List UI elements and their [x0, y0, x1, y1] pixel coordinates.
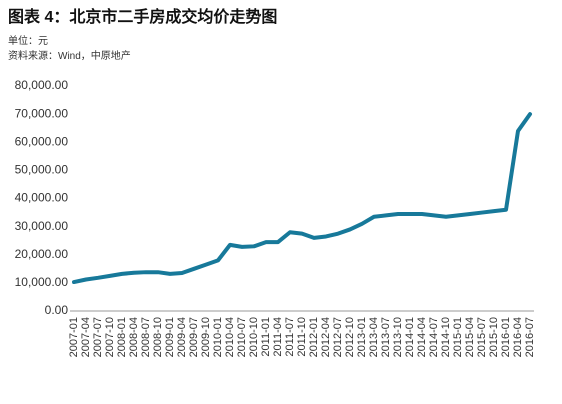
x-tick-label: 2007-10	[104, 317, 116, 357]
data-line	[72, 112, 532, 285]
x-tick-label: 2015-10	[488, 317, 500, 357]
x-tick-label: 2016-07	[524, 317, 536, 357]
x-tick-label: 2015-07	[476, 317, 488, 357]
x-tick-label: 2008-01	[116, 317, 128, 357]
x-tick-label: 2012-07	[332, 317, 344, 357]
y-tick-label: 10,000.00	[15, 275, 69, 289]
x-tick-label: 2012-01	[308, 317, 320, 357]
y-tick-label: 70,000.00	[15, 106, 69, 120]
x-tick-label: 2011-04	[272, 317, 284, 357]
x-tick-label: 2014-10	[440, 317, 452, 357]
chart-source: 资料来源：Wind，中原地产	[8, 49, 131, 62]
x-tick-label: 2010-01	[212, 317, 224, 357]
x-tick-label: 2010-04	[224, 317, 236, 357]
x-tick-label: 2013-01	[356, 317, 368, 357]
y-tick-label: 80,000.00	[15, 78, 69, 92]
x-tick-label: 2010-07	[236, 317, 248, 357]
x-tick-label: 2009-07	[188, 317, 200, 357]
x-tick-label: 2015-04	[464, 317, 476, 357]
x-tick-label: 2016-01	[500, 317, 512, 357]
x-tick-label: 2014-07	[428, 317, 440, 357]
x-tick-label: 2010-10	[248, 317, 260, 357]
x-tick-label: 2007-01	[68, 317, 80, 357]
x-tick-label: 2012-04	[320, 317, 332, 357]
x-tick-label: 2008-04	[128, 317, 140, 357]
x-tick-label: 2009-04	[176, 317, 188, 357]
x-tick-label: 2012-10	[344, 317, 356, 357]
x-tick-label: 2009-01	[164, 317, 176, 357]
x-tick-label: 2014-01	[404, 317, 416, 357]
x-tick-label: 2008-10	[152, 317, 164, 357]
y-tick-label: 60,000.00	[15, 134, 69, 148]
chart-subtitle: 单位：元	[8, 34, 48, 47]
chart-title: 图表 4：北京市二手房成交均价走势图	[8, 7, 277, 26]
x-tick-label: 2014-04	[416, 317, 428, 357]
y-tick-label: 50,000.00	[15, 163, 69, 177]
x-tick-label: 2007-07	[92, 317, 104, 357]
x-tick-label: 2016-04	[512, 317, 524, 357]
x-tick-label: 2013-04	[368, 317, 380, 357]
y-tick-label: 20,000.00	[15, 247, 69, 261]
x-tick-label: 2009-10	[200, 317, 212, 357]
y-tick-label: 30,000.00	[15, 219, 69, 233]
x-tick-label: 2007-04	[80, 317, 92, 357]
x-tick-label: 2008-07	[140, 317, 152, 357]
x-tick-label: 2013-10	[392, 317, 404, 357]
x-tick-label: 2015-01	[452, 317, 464, 357]
x-tick-label: 2011-07	[284, 317, 296, 357]
x-tick-label: 2011-01	[260, 317, 272, 357]
x-tick-label: 2013-07	[380, 317, 392, 357]
y-tick-label: 40,000.00	[15, 191, 69, 205]
y-tick-label: 0.00	[45, 303, 69, 317]
x-tick-label: 2011-10	[296, 317, 308, 357]
